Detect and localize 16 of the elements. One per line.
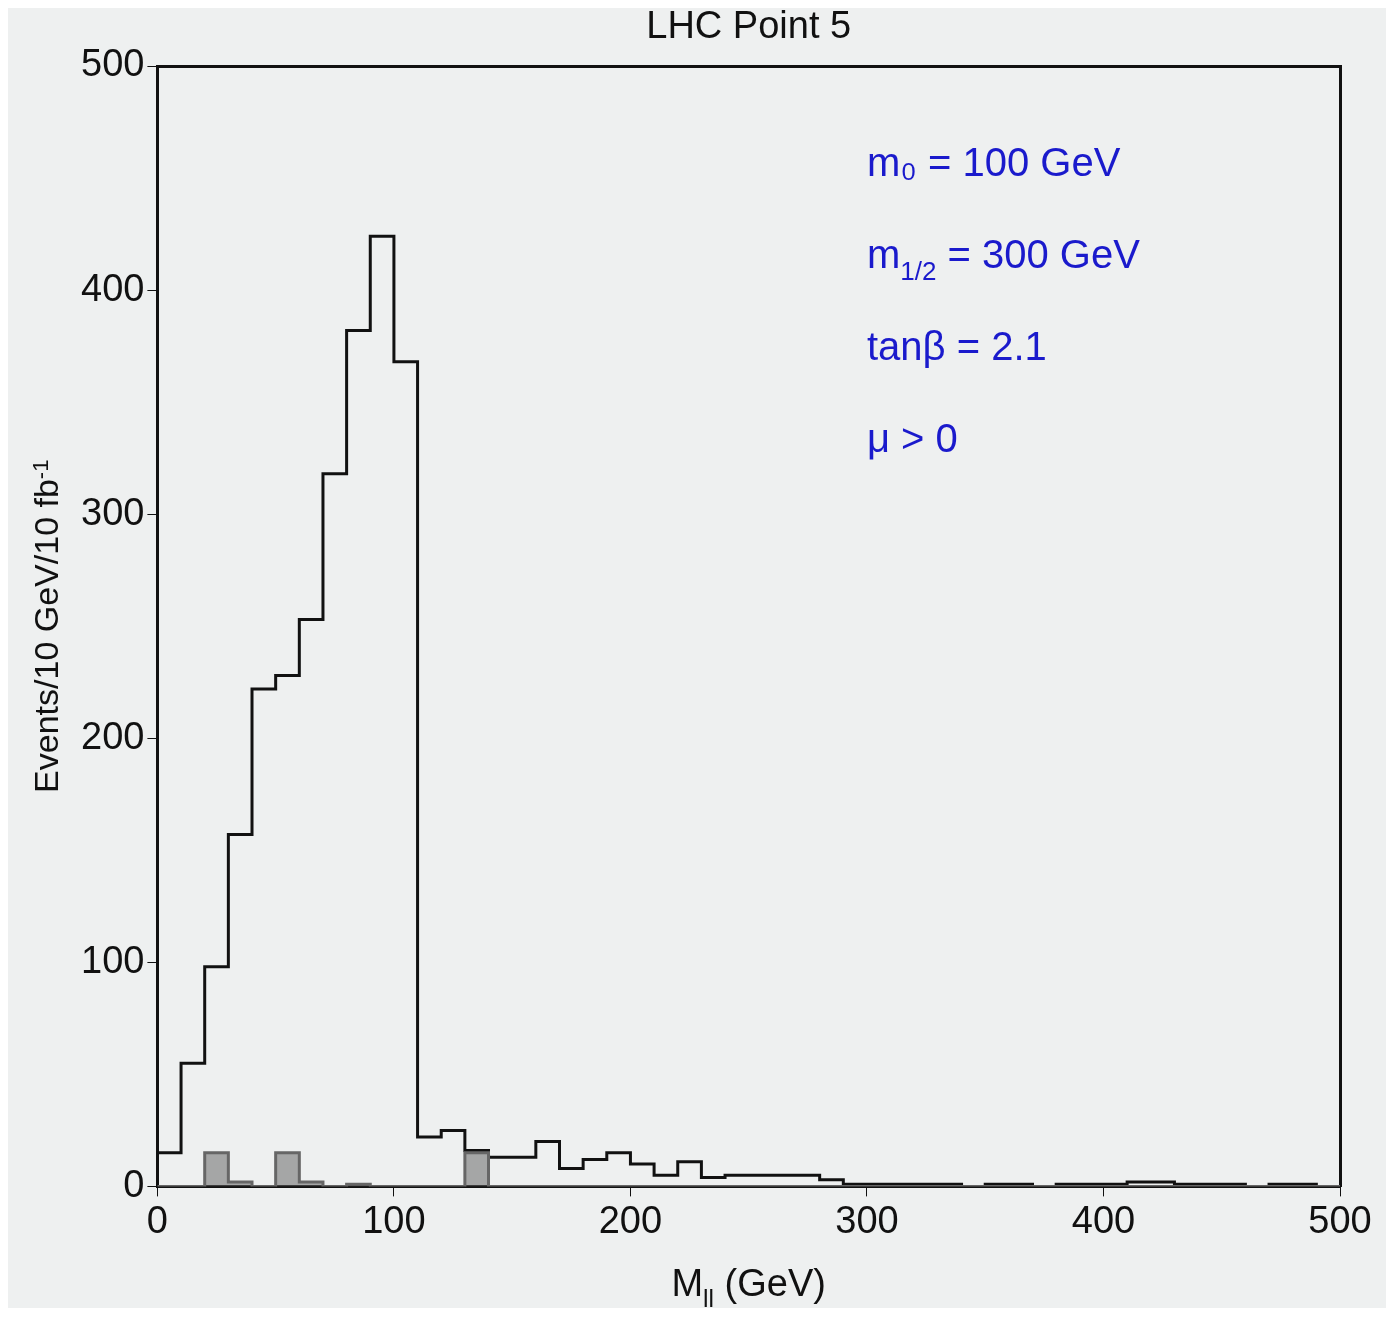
x-tick-label: 500 [1308,1198,1372,1241]
annotation: tanβ = 2.1 [866,324,1047,368]
y-axis-title: Events/10 GeV/10 fb-1 [27,459,65,793]
y-tick-label: 400 [81,266,145,309]
annotation: μ > 0 [866,416,958,460]
x-tick-label: 300 [835,1198,899,1241]
chart-title: LHC Point 5 [646,4,852,46]
y-tick-label: 100 [81,938,145,981]
annotation: m₀ = 100 GeV [866,140,1121,184]
y-tick-label: 500 [81,42,145,85]
y-tick-label: 200 [81,714,145,757]
y-tick-label: 0 [123,1162,145,1205]
y-tick-label: 300 [81,490,145,533]
x-tick-label: 100 [362,1198,426,1241]
x-tick-label: 200 [598,1198,663,1241]
x-tick-label: 400 [1071,1198,1136,1241]
